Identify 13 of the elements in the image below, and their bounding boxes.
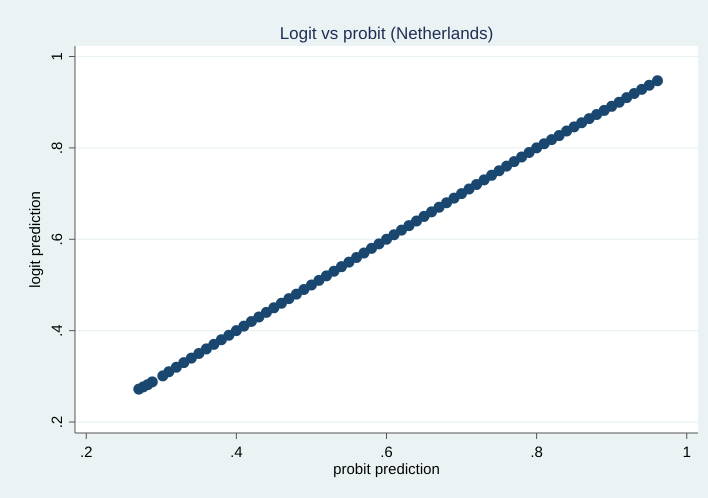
x-tick-label: .4: [230, 444, 243, 461]
x-tick-label: .8: [530, 444, 543, 461]
y-tick-label: .2: [49, 416, 66, 428]
x-tick-label: 1: [682, 444, 691, 461]
chart-title: Logit vs probit (Netherlands): [280, 24, 494, 43]
y-tick-label: .4: [49, 324, 66, 337]
y-tick-label: .8: [49, 142, 66, 154]
x-tick-label: .6: [380, 444, 393, 461]
x-tick-label: .2: [80, 444, 93, 461]
y-axis-title: logit prediction: [27, 191, 44, 288]
y-tick-label: 1: [49, 52, 66, 61]
x-axis-title: probit prediction: [333, 461, 440, 478]
y-tick-label: .6: [49, 233, 66, 246]
